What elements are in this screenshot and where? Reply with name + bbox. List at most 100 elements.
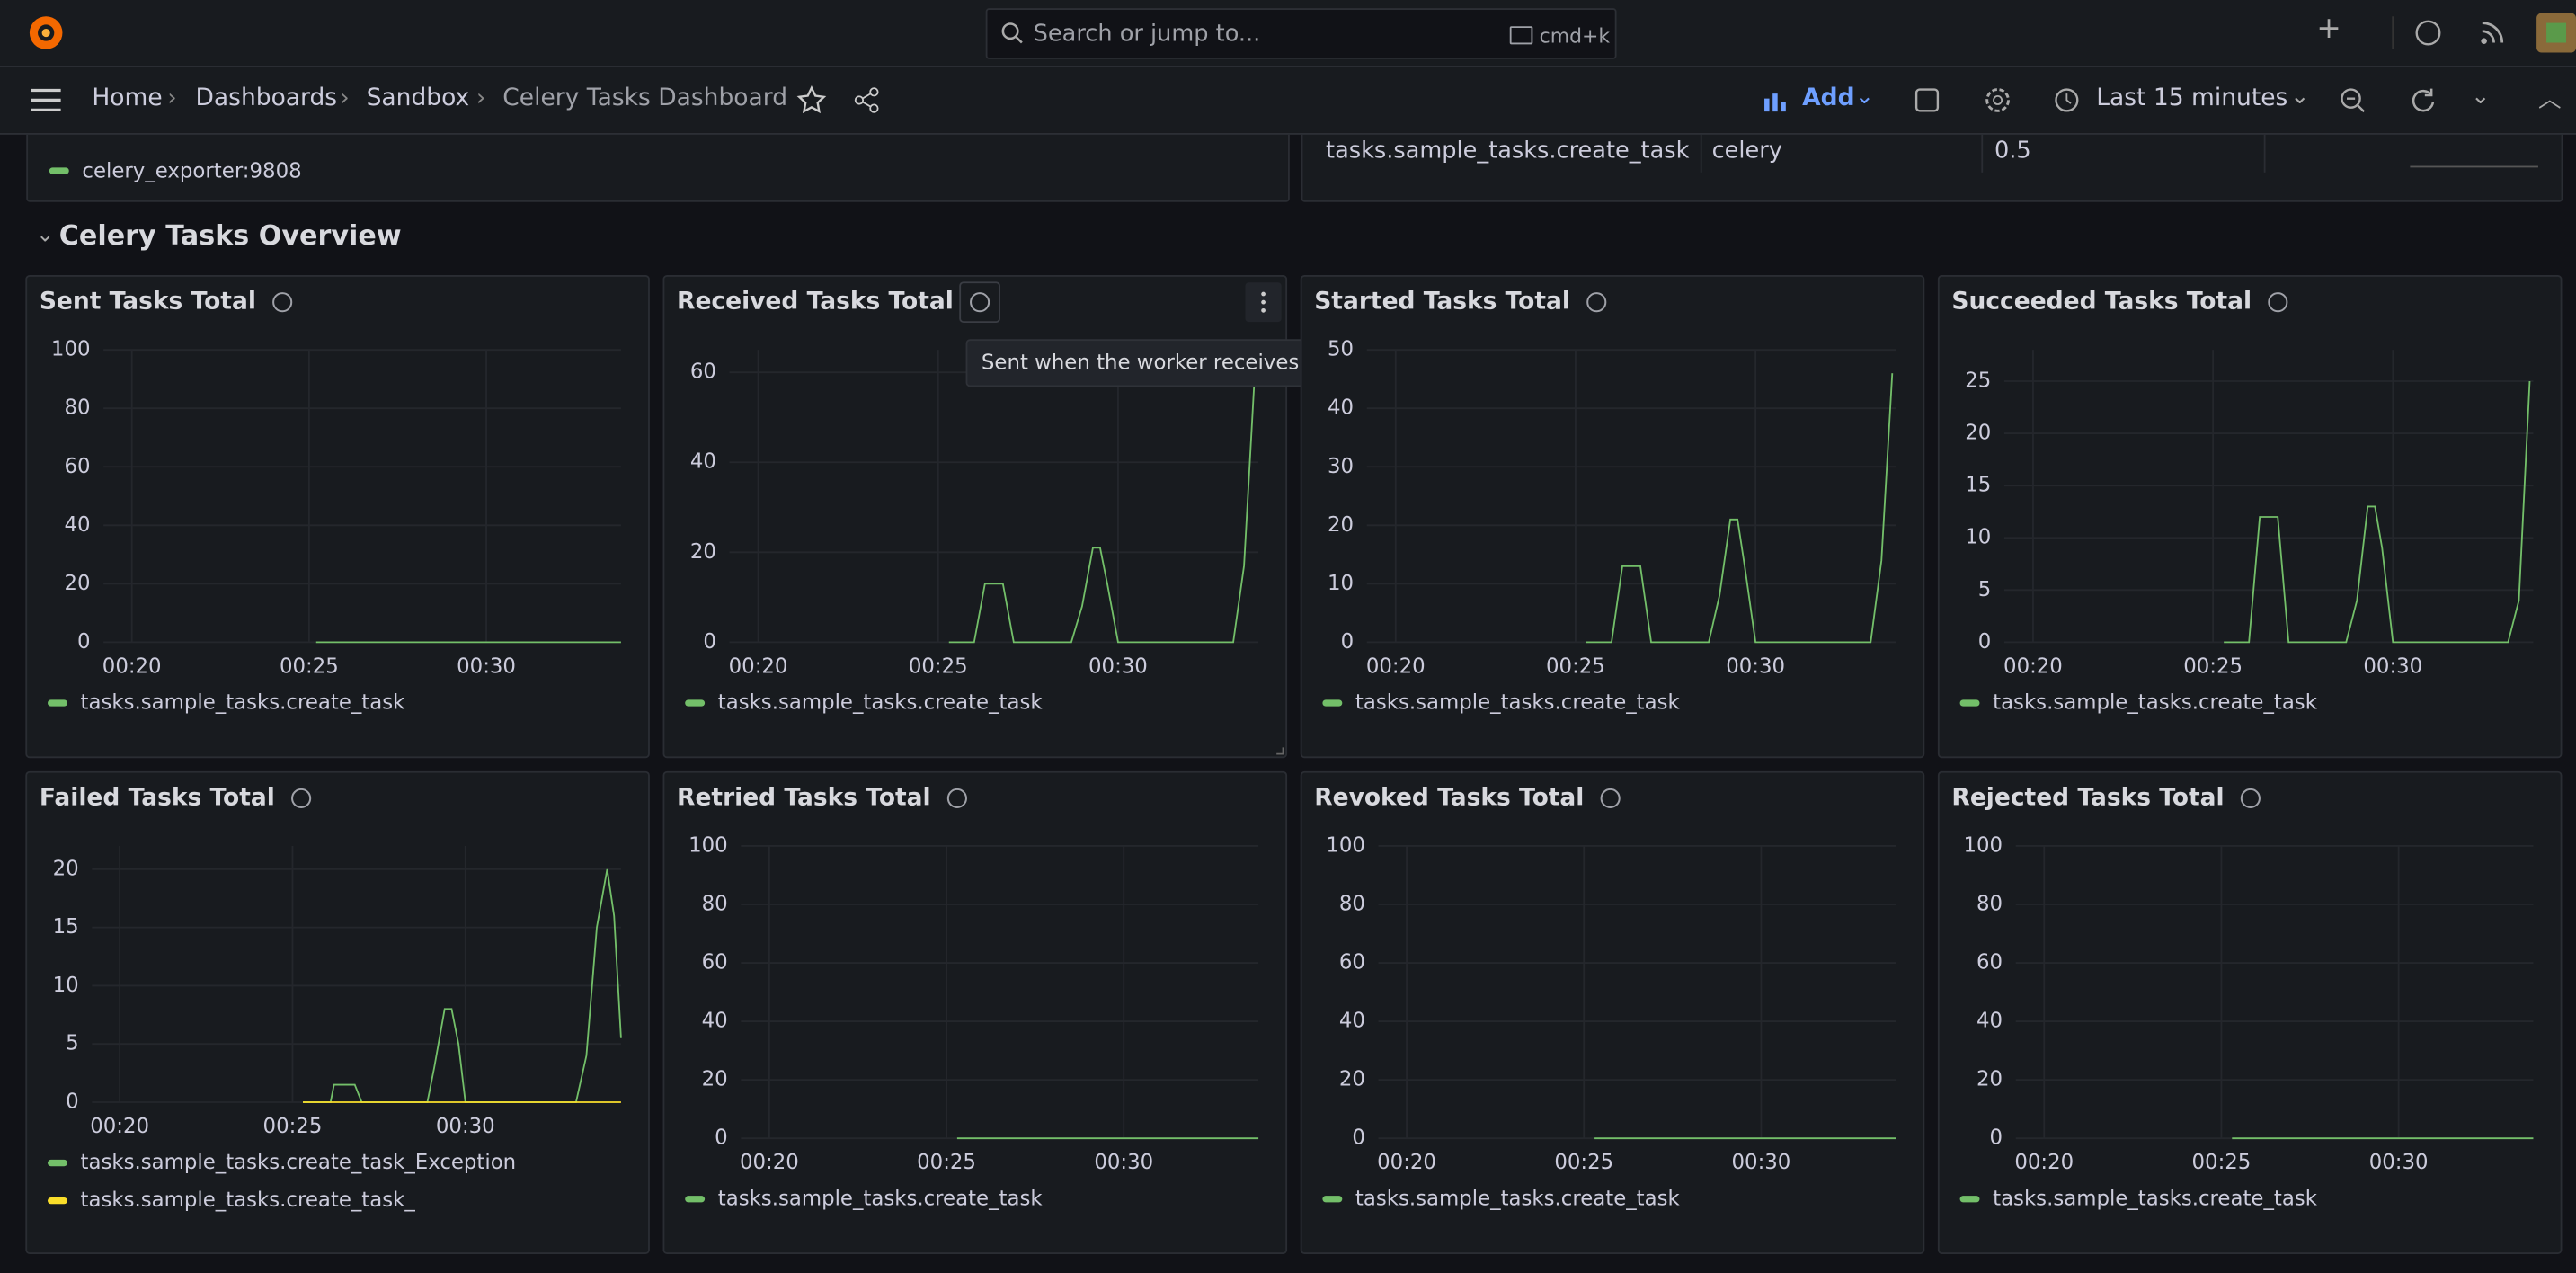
resize-handle	[1276, 747, 1284, 755]
y-tick-label: 50	[1328, 338, 1354, 361]
info-icon[interactable]	[272, 292, 293, 313]
search-box[interactable]: Search or jump to... cmd+k	[985, 8, 1617, 59]
info-icon[interactable]	[970, 292, 990, 313]
chevron[interactable]: ⌄	[2289, 84, 2310, 111]
legend-swatch	[48, 1159, 67, 1167]
panel-title[interactable]: Revoked Tasks Total	[1314, 783, 1584, 811]
separator	[2263, 129, 2266, 173]
table-cell: tasks.sample_tasks.create_task	[1326, 138, 1690, 165]
y-tick-label: 20	[64, 572, 90, 595]
y-tick-label: 40	[1339, 1010, 1365, 1033]
chevron[interactable]: ⌄	[2471, 84, 2491, 111]
panel-title[interactable]: Retried Tasks Total	[677, 783, 931, 811]
add-icon	[1764, 93, 1786, 112]
y-tick-label: 40	[690, 450, 716, 474]
help-icon[interactable]	[2415, 20, 2441, 46]
y-tick-label: 40	[64, 513, 90, 537]
legend-label[interactable]: tasks.sample_tasks.create_task	[1355, 1187, 1681, 1210]
y-tick-label: 60	[1339, 951, 1365, 975]
star-icon[interactable]	[796, 85, 827, 115]
x-tick-label: 00:30	[1094, 1151, 1153, 1174]
x-tick-label: 00:25	[263, 1115, 323, 1138]
panel	[25, 770, 650, 1254]
x-tick-label: 00:25	[909, 654, 968, 678]
legend-label[interactable]: tasks.sample_tasks.create_task	[1993, 691, 2318, 715]
panel-title[interactable]: Succeeded Tasks Total	[1951, 288, 2252, 316]
x-tick-label: 00:30	[1732, 1151, 1791, 1174]
x-tick-label: 00:20	[740, 1151, 799, 1174]
x-tick-label: 00:30	[1726, 654, 1785, 678]
logo[interactable]	[26, 13, 66, 53]
news-icon[interactable]	[2479, 20, 2505, 46]
separator	[1700, 129, 1702, 173]
panel	[662, 770, 1288, 1254]
breadcrumb-current: Celery Tasks Dashboard	[502, 85, 788, 112]
y-tick-label: 80	[1339, 893, 1365, 916]
panel-title[interactable]: Failed Tasks Total	[40, 783, 275, 811]
info-icon[interactable]	[2240, 788, 2261, 809]
share-icon[interactable]	[853, 85, 883, 115]
x-tick-label: 00:20	[729, 654, 788, 678]
y-tick-label: 5	[66, 1032, 79, 1055]
y-tick-label: 40	[1328, 396, 1354, 420]
info-icon[interactable]	[1586, 292, 1607, 313]
panel	[1300, 770, 1925, 1254]
info-icon[interactable]	[291, 788, 312, 809]
y-tick-label: 20	[1328, 513, 1354, 537]
legend-swatch	[48, 699, 67, 707]
info-icon[interactable]	[1600, 788, 1621, 809]
breadcrumb[interactable]: Home	[92, 85, 163, 112]
menu-icon[interactable]	[30, 87, 63, 113]
legend-label[interactable]: celery_exporter:9808	[82, 157, 302, 182]
panel-title[interactable]: Rejected Tasks Total	[1951, 783, 2224, 811]
time-range[interactable]: Last 15 minutes	[2096, 85, 2288, 112]
panel	[1300, 275, 1925, 759]
legend-label[interactable]: tasks.sample_tasks.create_task_Exception	[81, 1151, 517, 1174]
new-button[interactable]: +	[2316, 11, 2341, 47]
avatar[interactable]	[2536, 13, 2576, 53]
search-icon	[1001, 22, 1023, 44]
legend-label[interactable]: tasks.sample_tasks.create_task	[1355, 691, 1681, 715]
info-icon[interactable]	[2268, 292, 2288, 313]
separator: ›	[340, 85, 350, 112]
row-chevron[interactable]: ⌄	[36, 223, 55, 248]
x-tick-label: 00:25	[1554, 1151, 1613, 1174]
y-tick-label: 0	[703, 630, 716, 654]
zoom-out-icon[interactable]	[2340, 87, 2369, 117]
settings-icon[interactable]	[1983, 85, 2012, 115]
legend-swatch	[685, 699, 706, 707]
add-button[interactable]: Add	[1802, 85, 1855, 112]
y-tick-label: 10	[1328, 572, 1354, 595]
legend-label[interactable]: tasks.sample_tasks.create_task	[718, 1187, 1044, 1210]
y-tick-label: 100	[1326, 833, 1365, 857]
legend-label[interactable]: tasks.sample_tasks.create_task_	[81, 1188, 416, 1212]
panel-title[interactable]: Received Tasks Total	[677, 288, 954, 316]
y-tick-label: 80	[64, 396, 90, 420]
legend-label[interactable]: tasks.sample_tasks.create_task	[81, 691, 406, 715]
legend-swatch	[48, 1197, 67, 1205]
panel-title[interactable]: Started Tasks Total	[1314, 288, 1570, 316]
breadcrumb[interactable]: Dashboards	[195, 85, 338, 112]
legend-swatch	[49, 167, 69, 174]
y-tick-label: 30	[1328, 455, 1354, 478]
x-tick-label: 00:20	[90, 1115, 149, 1138]
x-tick-label: 00:25	[2183, 654, 2243, 678]
section-title[interactable]: Celery Tasks Overview	[58, 219, 402, 252]
save-icon[interactable]	[1914, 87, 1940, 113]
legend-label[interactable]: tasks.sample_tasks.create_task	[718, 691, 1044, 715]
panel	[1937, 275, 2563, 759]
panel-title[interactable]: Sent Tasks Total	[40, 288, 256, 316]
panel	[25, 275, 650, 759]
series-line	[2224, 380, 2531, 644]
x-tick-label: 00:25	[1546, 654, 1605, 678]
legend-label[interactable]: tasks.sample_tasks.create_task	[1993, 1187, 2318, 1210]
legend-swatch	[1322, 1196, 1343, 1203]
y-tick-label: 0	[1990, 1126, 2003, 1150]
breadcrumb[interactable]: Sandbox	[366, 85, 470, 112]
collapse-icon[interactable]: ︿	[2537, 86, 2562, 114]
refresh-icon[interactable]	[2409, 85, 2438, 115]
info-icon-hover	[959, 281, 1000, 324]
info-icon[interactable]	[946, 788, 967, 809]
